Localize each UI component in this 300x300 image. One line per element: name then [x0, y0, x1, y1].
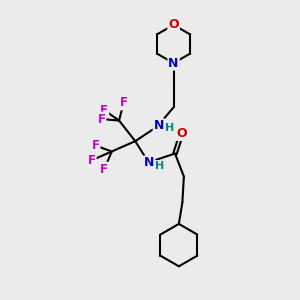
Text: F: F	[92, 139, 100, 152]
Text: H: H	[155, 161, 164, 171]
Text: O: O	[176, 127, 187, 140]
Text: N: N	[168, 57, 179, 70]
Text: H: H	[165, 123, 174, 133]
Text: N: N	[154, 119, 164, 132]
Text: O: O	[168, 18, 179, 32]
Text: F: F	[100, 104, 108, 117]
Text: F: F	[100, 163, 108, 176]
Text: F: F	[88, 154, 96, 167]
Text: F: F	[119, 96, 128, 110]
Text: F: F	[98, 112, 105, 126]
Text: N: N	[144, 157, 154, 169]
